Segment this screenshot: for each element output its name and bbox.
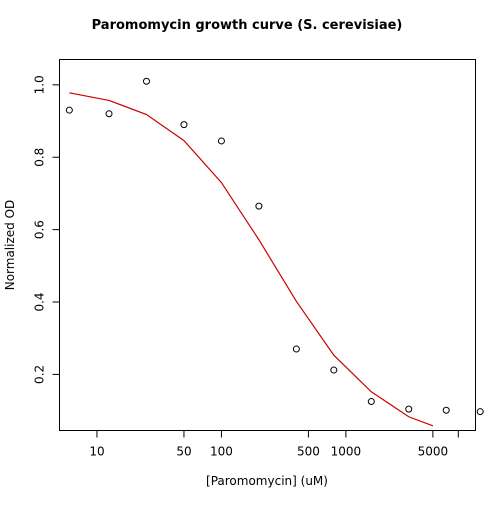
x-tick-label: 5000 xyxy=(418,445,449,459)
data-point xyxy=(292,345,300,353)
data-point xyxy=(330,366,338,374)
x-axis: 10 50 100 500 1000 5000 xyxy=(89,430,459,459)
y-axis: 0.2 0.4 0.6 0.8 1.0 xyxy=(33,75,60,384)
x-tick-label: 10 xyxy=(89,445,104,459)
x-axis-title: [Paromomycin] (uM) xyxy=(206,474,328,488)
x-tick-label: 500 xyxy=(297,445,320,459)
fit-curve-line xyxy=(69,92,434,427)
data-point xyxy=(405,405,413,413)
data-point xyxy=(442,406,450,414)
data-point xyxy=(180,121,188,129)
data-point xyxy=(217,137,225,145)
x-tick-label: 1000 xyxy=(331,445,362,459)
y-axis-title: Normalized OD xyxy=(3,200,17,291)
y-tick-label: 0.4 xyxy=(33,292,47,311)
x-tick-label: 100 xyxy=(210,445,233,459)
data-point xyxy=(142,77,150,85)
y-tick-label: 0.2 xyxy=(33,365,47,384)
y-tick-label: 1.0 xyxy=(33,75,47,94)
y-tick-label: 0.6 xyxy=(33,220,47,239)
data-point xyxy=(65,106,73,114)
data-point xyxy=(255,202,263,210)
series-layer xyxy=(65,77,484,427)
y-tick-label: 0.8 xyxy=(33,148,47,167)
data-point xyxy=(476,408,484,416)
data-point xyxy=(367,398,375,406)
x-tick-label: 50 xyxy=(176,445,191,459)
plot-area xyxy=(59,59,476,431)
data-point xyxy=(105,110,113,118)
chart-title: Paromomycin growth curve (S. cerevisiae) xyxy=(92,18,403,33)
